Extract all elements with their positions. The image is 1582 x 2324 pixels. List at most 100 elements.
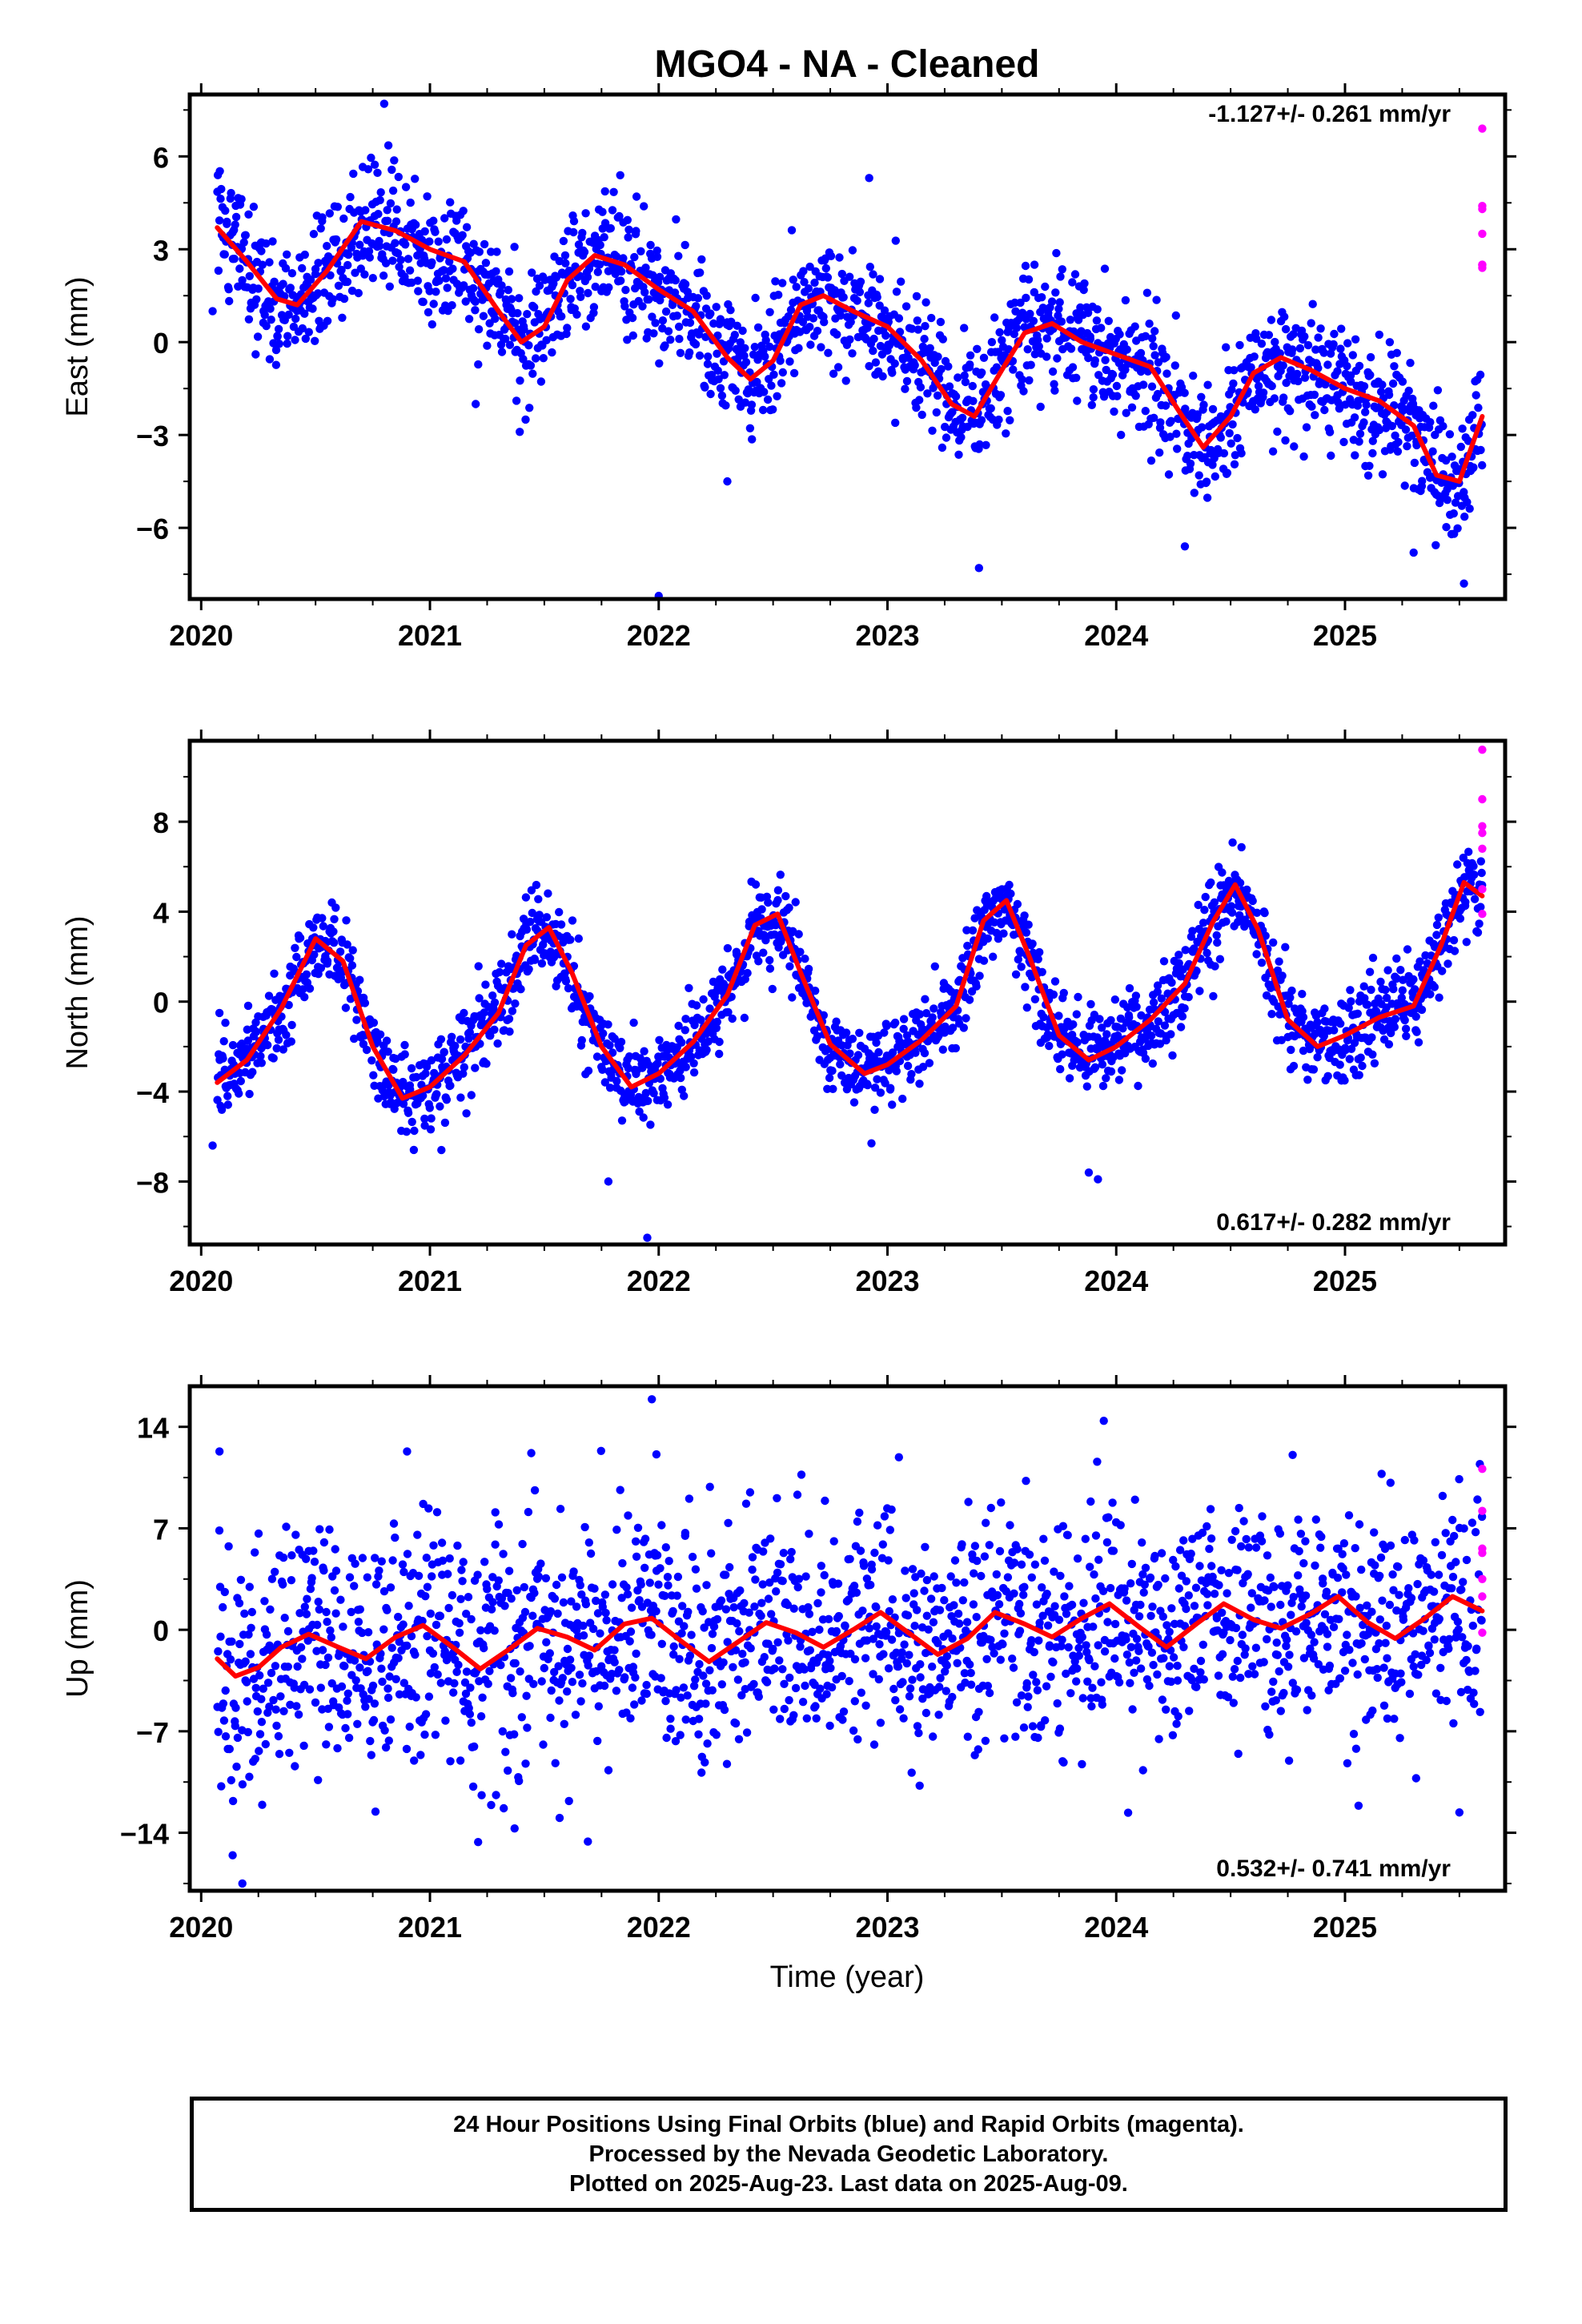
up-final-point (220, 1587, 229, 1597)
north-final-point (804, 964, 813, 974)
east-final-point (664, 327, 673, 336)
east-final-point (1351, 335, 1360, 344)
north-final-point (409, 1145, 419, 1155)
east-final-point (761, 336, 770, 345)
north-y-axis-label: North (mm) (61, 915, 94, 1069)
east-final-point (873, 292, 881, 302)
east-final-point (516, 376, 524, 385)
up-data-layer (213, 1395, 1487, 1888)
east-final-point (853, 296, 861, 305)
east-final-point (1336, 344, 1345, 353)
north-final-point (508, 930, 516, 939)
north-final-point (920, 1048, 930, 1058)
up-final-point (661, 1543, 670, 1552)
north-final-point (1417, 1005, 1427, 1015)
east-final-point (1368, 448, 1377, 458)
east-final-point (1130, 322, 1139, 331)
up-final-point (618, 1558, 627, 1568)
east-final-point (998, 336, 1006, 345)
east-final-point (702, 292, 711, 300)
up-final-point (559, 1598, 568, 1607)
east-final-point (671, 275, 680, 285)
up-final-point (217, 1782, 226, 1791)
north-final-point (1157, 994, 1166, 1003)
east-final-point (354, 288, 363, 298)
north-final-point (796, 947, 805, 956)
up-final-point (485, 1667, 494, 1675)
up-final-point (474, 1838, 483, 1847)
figure-title: MGO4 - NA - Cleaned (655, 43, 1040, 86)
up-final-point (432, 1620, 441, 1630)
east-xtick-label: 2024 (1084, 619, 1148, 652)
east-final-point (569, 227, 578, 237)
north-final-point (1367, 1033, 1376, 1042)
up-final-point (303, 1594, 311, 1603)
east-final-point (1311, 411, 1319, 420)
up-final-point (778, 1577, 787, 1586)
east-final-point (641, 263, 650, 272)
east-final-point (1230, 460, 1239, 468)
east-final-point (915, 396, 924, 404)
east-final-point (923, 389, 932, 398)
north-final-point (743, 968, 752, 978)
north-final-point (422, 1062, 432, 1072)
east-final-point (1152, 296, 1161, 304)
north-final-point (677, 1038, 686, 1047)
east-final-point (769, 405, 777, 414)
east-final-point (1087, 400, 1097, 409)
east-final-point (1122, 408, 1130, 417)
east-final-point (474, 360, 483, 369)
east-final-point (523, 310, 532, 319)
up-final-point (363, 1573, 371, 1582)
east-final-point (1121, 296, 1130, 305)
up-final-point (558, 1674, 567, 1683)
north-final-point (777, 937, 785, 947)
north-final-point (460, 1008, 468, 1018)
north-final-point (330, 915, 339, 924)
east-final-point (1186, 459, 1195, 468)
east-final-point (1052, 248, 1061, 258)
east-final-point (848, 246, 857, 255)
up-final-point (600, 1681, 609, 1691)
north-final-point (522, 925, 532, 935)
north-final-point (299, 985, 307, 994)
north-final-point (972, 982, 981, 991)
east-final-point (704, 352, 713, 361)
up-final-point (286, 1700, 295, 1709)
north-final-point (1390, 1023, 1399, 1031)
north-final-point (1397, 993, 1407, 1003)
up-final-point (596, 1629, 604, 1638)
north-final-point (1469, 862, 1478, 870)
north-final-point (1410, 985, 1419, 994)
north-final-point (462, 1109, 471, 1118)
east-final-point (1235, 340, 1244, 350)
east-final-point (1048, 367, 1058, 376)
up-final-point (612, 1526, 621, 1534)
north-final-point (1260, 908, 1269, 918)
up-final-point (254, 1529, 263, 1538)
east-final-point (383, 206, 391, 215)
east-final-point (262, 321, 271, 331)
up-final-point (623, 1590, 632, 1599)
up-final-point (366, 1736, 375, 1746)
east-final-point (648, 312, 656, 321)
east-final-point (787, 226, 797, 235)
up-final-point (741, 1658, 749, 1667)
east-final-point (646, 240, 655, 250)
east-final-point (1026, 360, 1035, 369)
east-final-point (1080, 279, 1089, 288)
east-final-point (391, 239, 400, 247)
up-final-point (691, 1565, 701, 1574)
east-final-point (583, 272, 592, 282)
north-final-point (1072, 1010, 1082, 1019)
east-final-point (1403, 442, 1411, 451)
north-final-point (375, 1030, 385, 1039)
north-final-point (534, 895, 543, 904)
east-final-point (1426, 418, 1435, 427)
up-final-point (432, 1508, 442, 1517)
east-final-point (1359, 382, 1369, 391)
east-final-point (375, 242, 384, 251)
north-final-point (456, 1093, 465, 1102)
east-final-point (824, 348, 833, 357)
east-final-point (569, 217, 579, 226)
